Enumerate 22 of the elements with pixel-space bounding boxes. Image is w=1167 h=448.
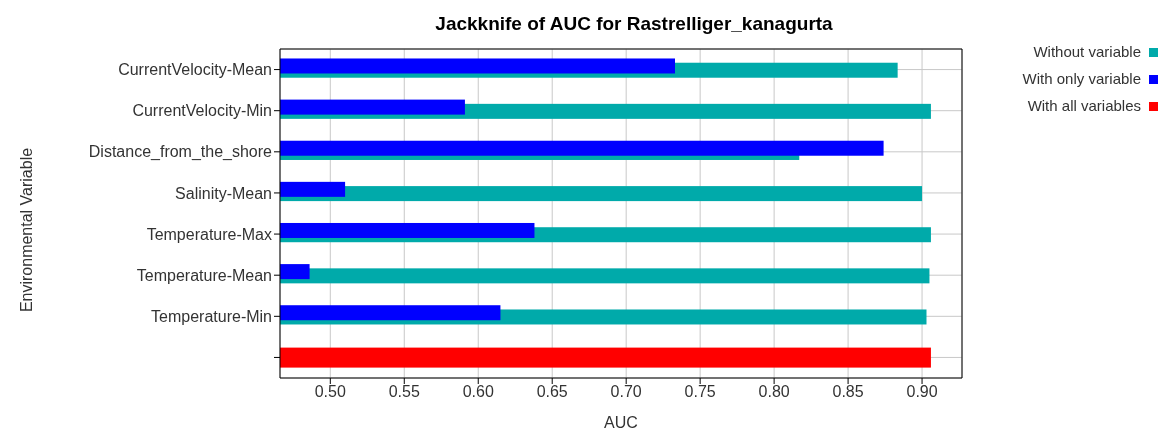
x-axis-title: AUC — [604, 414, 638, 431]
legend-label: With all variables — [1027, 97, 1141, 114]
x-tick-label: 0.60 — [462, 383, 494, 401]
x-tick-label: 0.90 — [906, 383, 938, 401]
chart-title: Jackknife of AUC for Rastrelliger_kanagurta — [435, 13, 834, 34]
x-tick-label: 0.50 — [314, 383, 346, 401]
y-tick-label: Temperature-Min — [151, 307, 272, 325]
x-tick-label: 0.85 — [832, 383, 864, 401]
legend-label: Without variable — [1033, 43, 1141, 60]
x-tick-label: 0.80 — [758, 383, 790, 401]
x-tick-label: 0.65 — [536, 383, 568, 401]
x-tick-label: 0.75 — [684, 383, 716, 401]
y-tick-label: Temperature-Max — [146, 225, 272, 243]
y-axis-title: Environmental Variable — [18, 147, 35, 313]
y-tick-label: CurrentVelocity-Min — [132, 102, 272, 120]
x-tick-label: 0.55 — [388, 383, 420, 401]
x-tick-label: 0.70 — [610, 383, 642, 401]
legend-label: With only variable — [1022, 70, 1141, 87]
y-tick-label: CurrentVelocity-Mean — [118, 61, 272, 79]
y-tick-label: Salinity-Mean — [175, 184, 272, 202]
y-tick-label: Temperature-Mean — [136, 266, 272, 284]
y-tick-label: Distance_from_the_shore — [88, 143, 273, 162]
